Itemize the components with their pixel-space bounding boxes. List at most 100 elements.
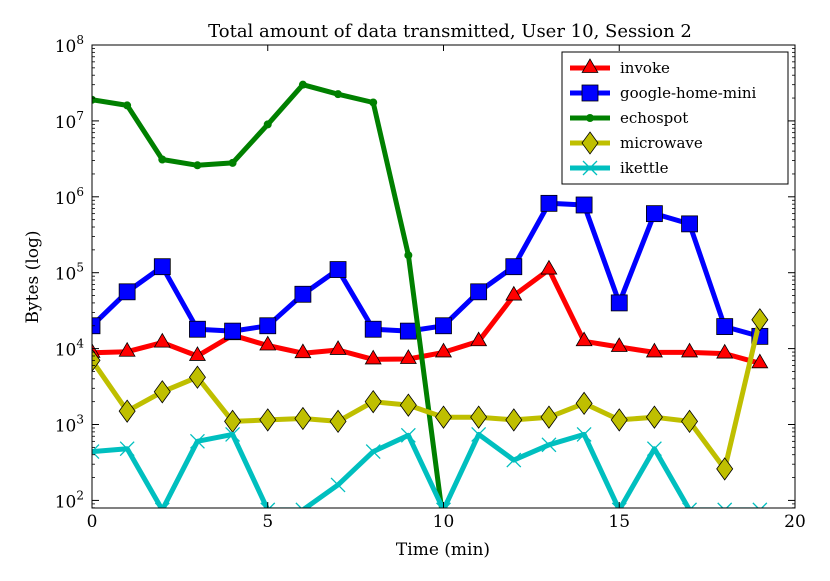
data-point-microwave	[751, 308, 769, 332]
data-point-echospot	[228, 158, 237, 167]
data-point-microwave	[329, 409, 347, 434]
data-point-invoke	[188, 346, 206, 361]
data-point-microwave	[259, 408, 277, 432]
data-point-echospot	[158, 155, 167, 164]
data-point-ikettle	[330, 477, 346, 493]
data-point-microwave	[399, 393, 417, 417]
data-point-google-home-mini	[92, 317, 101, 335]
legend-marker	[581, 131, 599, 155]
y-axis-label: Bytes (log)	[23, 231, 43, 324]
data-point-invoke	[540, 259, 558, 275]
series-line-invoke	[92, 267, 761, 366]
data-point-google-home-mini	[294, 285, 312, 303]
series-line-ikettle	[92, 431, 760, 508]
legend-entry-invoke: invoke	[570, 58, 670, 77]
x-tick-label: 5	[262, 512, 273, 532]
series-google-home-mini	[92, 194, 769, 345]
data-point-microwave	[716, 457, 734, 481]
data-point-ikettle	[682, 502, 698, 508]
plot-area	[92, 80, 769, 508]
legend-marker	[582, 160, 598, 176]
data-point-ikettle	[295, 502, 311, 508]
data-point-microwave	[575, 391, 593, 416]
legend-label: echospot	[620, 109, 688, 127]
legend-label: ikettle	[620, 159, 669, 177]
data-point-invoke	[434, 342, 453, 358]
legend-label: google-home-mini	[620, 84, 757, 102]
data-point-invoke	[259, 335, 277, 351]
data-point-ikettle	[260, 502, 276, 508]
x-tick-label: 20	[784, 512, 806, 532]
data-point-google-home-mini	[540, 194, 558, 212]
data-point-ikettle	[154, 502, 170, 508]
data-point-echospot	[369, 98, 378, 107]
data-point-google-home-mini	[435, 317, 452, 335]
data-point-microwave	[645, 405, 663, 429]
data-point-google-home-mini	[470, 283, 488, 301]
legend-label: invoke	[620, 59, 670, 77]
data-point-microwave	[470, 405, 488, 429]
data-point-ikettle	[119, 441, 135, 457]
x-tick-label: 0	[87, 512, 98, 532]
series-line-google-home-mini	[92, 200, 761, 339]
y-tick-label: 105	[55, 261, 84, 285]
legend-marker	[586, 114, 594, 122]
data-point-google-home-mini	[716, 318, 734, 335]
data-point-microwave	[435, 405, 452, 429]
data-point-microwave	[505, 408, 523, 432]
data-point-microwave	[540, 405, 558, 429]
data-point-microwave	[118, 399, 136, 423]
data-point-microwave	[610, 408, 628, 432]
data-point-google-home-mini	[118, 283, 136, 301]
data-point-google-home-mini	[505, 258, 523, 276]
y-tick-label: 106	[55, 185, 84, 209]
data-point-invoke	[399, 349, 417, 364]
y-tick-label: 103	[55, 413, 84, 437]
data-point-echospot	[193, 161, 202, 170]
data-point-ikettle	[365, 444, 381, 460]
data-point-google-home-mini	[259, 317, 277, 335]
data-point-google-home-mini	[364, 320, 382, 338]
y-tick-label: 102	[55, 488, 84, 512]
axis-ticks: 0 5 10 15 20 102 103 104 105 106 107 108	[55, 33, 806, 532]
data-point-ikettle	[506, 452, 522, 468]
data-point-invoke	[505, 285, 523, 301]
data-point-microwave	[153, 380, 171, 404]
data-point-invoke	[470, 331, 488, 347]
data-point-invoke	[716, 343, 734, 359]
x-axis-label: Time (min)	[396, 540, 490, 560]
chart-title: Total amount of data transmitted, User 1…	[208, 21, 692, 42]
data-point-echospot	[404, 251, 413, 260]
data-point-ikettle	[611, 502, 627, 508]
data-point-invoke	[681, 342, 699, 358]
data-point-ikettle	[92, 444, 100, 460]
y-tick-label: 104	[55, 337, 85, 361]
data-point-ikettle	[400, 427, 416, 443]
data-point-invoke	[294, 343, 312, 359]
data-point-microwave	[188, 365, 206, 389]
data-point-ikettle	[752, 502, 768, 508]
y-tick-label: 108	[55, 33, 84, 57]
data-point-invoke	[364, 349, 382, 365]
x-tick-label: 10	[433, 512, 455, 532]
data-point-ikettle	[541, 437, 557, 453]
series-ikettle	[92, 426, 768, 508]
data-point-microwave	[364, 389, 382, 414]
data-point-google-home-mini	[329, 261, 347, 278]
data-point-invoke	[645, 342, 663, 358]
data-point-invoke	[575, 331, 593, 347]
series-line-echospot	[92, 82, 445, 508]
legend-label: microwave	[620, 134, 703, 152]
data-point-google-home-mini	[646, 205, 663, 223]
data-point-google-home-mini	[575, 196, 593, 214]
legend: invoke google-home-mini echospot microwave i…	[561, 51, 789, 185]
data-point-ikettle	[646, 441, 662, 457]
series-invoke	[92, 259, 769, 369]
data-point-google-home-mini	[189, 320, 206, 338]
data-point-invoke	[118, 341, 136, 357]
data-point-echospot	[123, 101, 132, 110]
legend-marker	[581, 58, 599, 73]
x-tick-label: 15	[608, 512, 630, 532]
data-point-ikettle	[717, 502, 733, 508]
